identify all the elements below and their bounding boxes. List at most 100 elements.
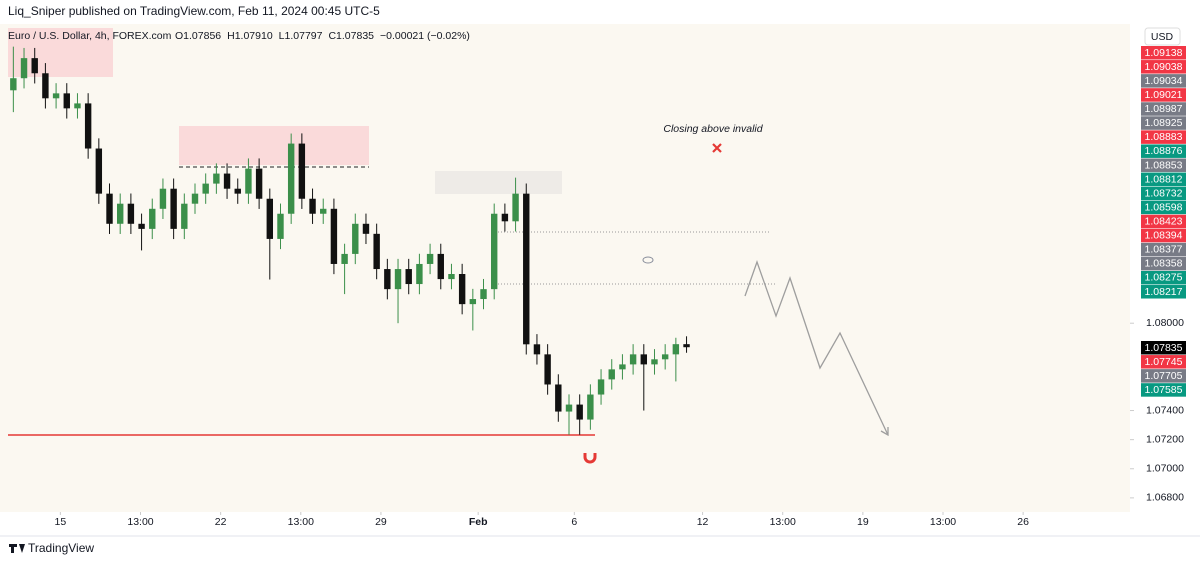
candle-body (384, 269, 391, 290)
price-label-box (1141, 60, 1186, 74)
price-label-box (1141, 74, 1186, 88)
magnet-icon (583, 453, 597, 464)
price-label: 1.07585 (1145, 384, 1183, 396)
price-label-box (1141, 256, 1186, 271)
candle-body (469, 299, 477, 305)
supply-zone (179, 126, 369, 165)
candle-body (416, 263, 423, 285)
x-tick-label: 26 (1017, 516, 1029, 528)
annotation: Closing above invalid (663, 123, 763, 135)
candle-body (170, 188, 177, 229)
candle-body (298, 143, 306, 199)
currency: USD (1151, 31, 1174, 43)
price-label-box (1141, 355, 1186, 369)
y-tick-label: 1.08000 (1146, 317, 1184, 329)
x-tick-label: 19 (857, 516, 869, 528)
candle-body (405, 269, 412, 285)
x-tick-label: 13:00 (770, 516, 796, 528)
price-label-box (1141, 102, 1186, 116)
candle-body (629, 354, 637, 365)
candle-body (255, 168, 263, 199)
price-label-box (1141, 88, 1186, 102)
candle-body (555, 384, 562, 412)
candle-body (341, 253, 348, 264)
candle-body (512, 193, 519, 222)
candle-body (20, 58, 28, 79)
candle-body (437, 253, 444, 280)
price-label: 1.08275 (1145, 272, 1183, 284)
y-tick-label: 1.07400 (1146, 404, 1184, 416)
price-label-box (1141, 130, 1186, 144)
candle-body (84, 103, 92, 149)
ohlc-value: O1.07856 (175, 30, 221, 42)
candle-body (202, 183, 209, 194)
x-tick-label: 13:00 (930, 516, 956, 528)
price-label: 1.08925 (1145, 117, 1183, 129)
candle-body (181, 203, 188, 229)
price-label: 1.09034 (1145, 75, 1183, 87)
candle-body (523, 193, 530, 345)
price-label: 1.08876 (1145, 145, 1183, 157)
candle-body (480, 289, 487, 300)
candle-body (287, 143, 295, 214)
candle-body (458, 274, 466, 305)
candle-body (661, 354, 669, 360)
price-label: 1.07835 (1145, 342, 1183, 354)
candle-body (10, 78, 17, 91)
candle-body (394, 269, 402, 290)
candle-body (565, 404, 573, 412)
candle-body (266, 198, 274, 239)
price-label: 1.08853 (1145, 159, 1183, 171)
y-tick-label: 1.07200 (1146, 433, 1184, 445)
price-label: 1.09021 (1145, 89, 1183, 101)
candle-body (448, 274, 455, 280)
candle-body (587, 394, 594, 420)
candle-body (138, 223, 145, 229)
candle-body (544, 354, 551, 385)
price-label-box (1141, 214, 1186, 229)
price-label-box (1141, 270, 1186, 285)
price-label-box (1141, 116, 1186, 130)
chart-background (0, 24, 1200, 536)
price-label: 1.08598 (1145, 201, 1183, 213)
candle-body (213, 173, 220, 184)
x-tick-label: 13:00 (288, 516, 314, 528)
invalid-mark (712, 143, 722, 153)
eye-icon (642, 256, 654, 264)
x-tick-label: 13:00 (127, 516, 153, 528)
candle-body (608, 369, 615, 380)
x-tick-label: Feb (469, 516, 488, 528)
candle-body (533, 344, 541, 355)
candle-body (426, 253, 434, 264)
price-label: 1.08358 (1145, 258, 1183, 270)
price-label-box (1141, 369, 1186, 383)
candle-body (42, 73, 49, 99)
ohlc-value: C1.07835 (328, 30, 374, 42)
candle-body (576, 404, 583, 420)
price-label: 1.08812 (1145, 173, 1183, 185)
price-label-box (1141, 228, 1186, 243)
price-label-box (1141, 341, 1186, 355)
candle-body (95, 148, 103, 194)
candle-body (320, 208, 327, 214)
currency-box (1144, 27, 1181, 46)
price-label-box (1141, 46, 1186, 60)
price-label: 1.07705 (1145, 370, 1183, 382)
price-label-box (1141, 144, 1186, 158)
x-tick-label: 6 (571, 516, 577, 528)
candle-body (74, 103, 81, 109)
price-label: 1.09038 (1145, 61, 1183, 73)
publisher: Liq_Sniper published on TradingView.com,… (8, 4, 380, 18)
ohlc-value: H1.07910 (227, 30, 273, 42)
ohlc-value: −0.00021 (−0.02%) (380, 30, 470, 42)
candle-body (651, 359, 658, 365)
candle-body (672, 344, 680, 355)
price-label-box (1141, 186, 1186, 201)
grey-zone (435, 171, 562, 194)
price-label-box (1141, 242, 1186, 257)
candle-body (373, 233, 380, 270)
candle-body (597, 379, 605, 395)
y-tick-label: 1.06800 (1146, 492, 1184, 504)
candle-body (149, 208, 156, 229)
